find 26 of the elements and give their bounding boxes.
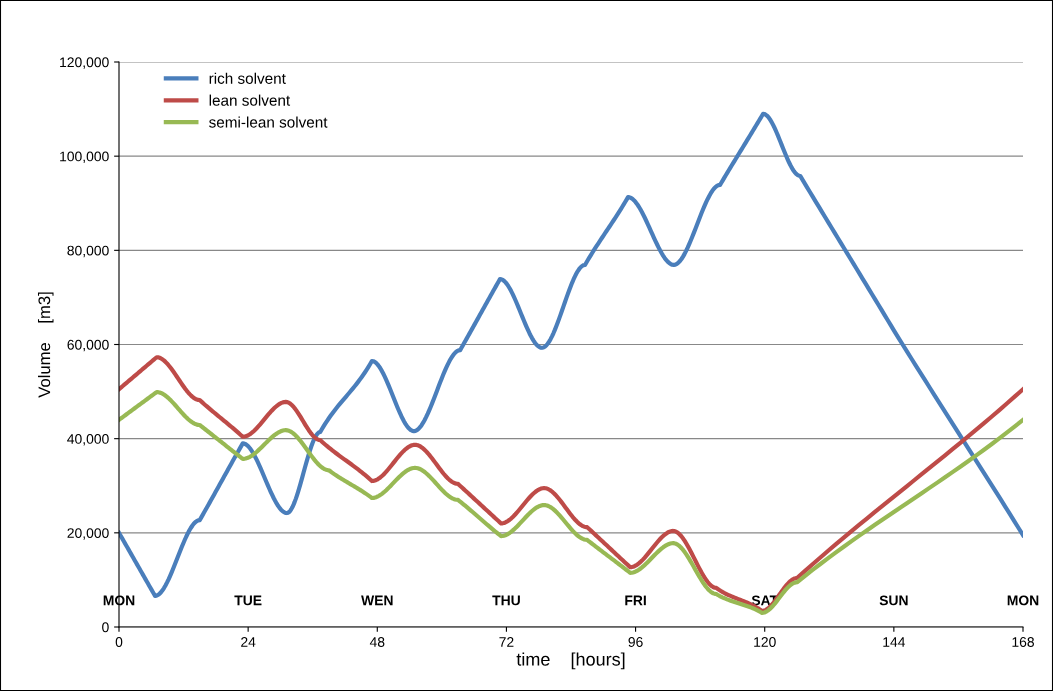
y-tick-label: 40,000	[67, 434, 109, 446]
x-tick-label: 24	[241, 637, 256, 647]
y-tick-label: 80,000	[67, 245, 109, 258]
x-tick-label: 0	[115, 637, 123, 647]
x-tick-label: 96	[628, 637, 643, 647]
annotation: WEN	[361, 595, 393, 606]
legend-label: lean solvent	[209, 94, 291, 106]
y-tick-label: 0	[102, 622, 109, 633]
y-axis-title: Volume [m3]	[37, 292, 54, 398]
annotation: FRI	[625, 595, 646, 606]
y-tick-label: 120,000	[60, 57, 109, 69]
annotation: THU	[492, 595, 520, 606]
annotation: SUN	[879, 595, 908, 606]
y-tick-label: 100,000	[60, 151, 109, 163]
x-tick-label: 72	[499, 637, 514, 647]
y-tick-label: 60,000	[67, 339, 109, 352]
x-tick-label: 120	[754, 637, 776, 647]
x-axis-title: time [hours]	[516, 652, 625, 670]
legend-label: semi-lean solvent	[209, 116, 328, 128]
x-tick-label: 168	[1012, 637, 1034, 647]
y-tick-label: 20,000	[67, 528, 109, 540]
annotation: MON	[1007, 595, 1039, 606]
annotation: TUE	[234, 595, 262, 606]
x-tick-label: 144	[883, 637, 906, 647]
x-tick-label: 48	[369, 637, 385, 647]
legend-label: rich solvent	[209, 72, 286, 84]
